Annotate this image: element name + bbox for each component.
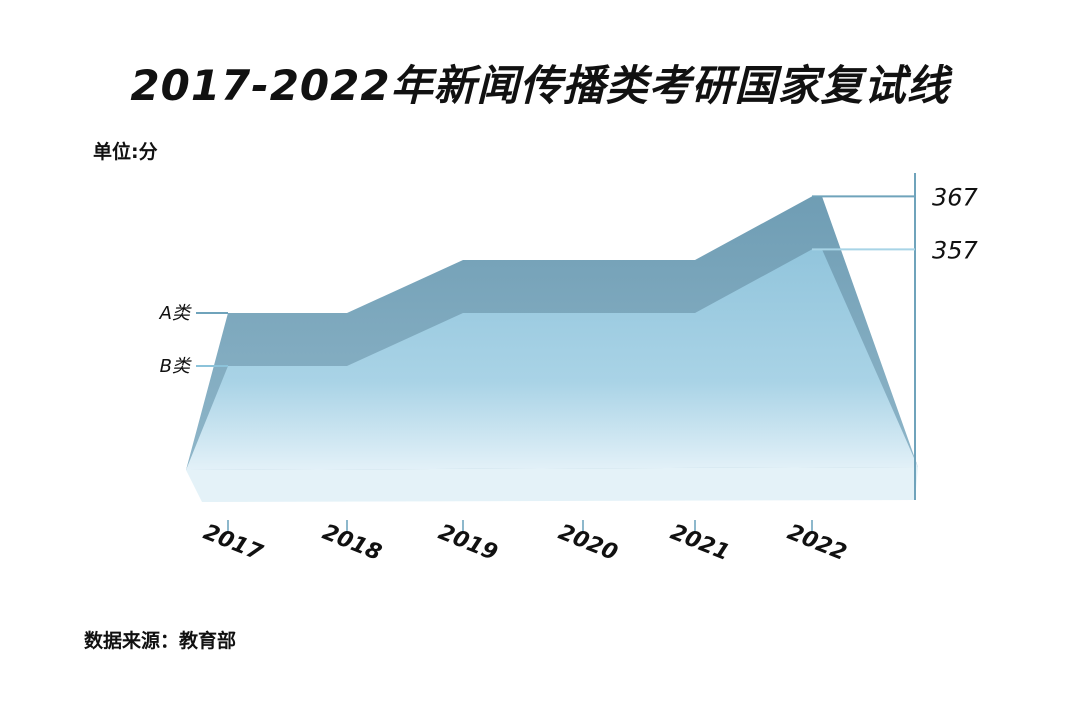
unit-label: 单位:分 bbox=[93, 141, 158, 163]
x-tick-label-2020: 2020 bbox=[555, 520, 621, 566]
value-label-a: 367 bbox=[932, 183, 979, 211]
x-tick-label-2017: 2017 bbox=[200, 520, 267, 566]
x-tick-label-2018: 2018 bbox=[319, 520, 385, 566]
x-tick-label-2022: 2022 bbox=[784, 520, 850, 566]
x-tick-label-2021: 2021 bbox=[667, 520, 733, 566]
value-label-b: 357 bbox=[932, 236, 979, 264]
chart-title: 2017-2022年新闻传播类考研国家复试线 bbox=[130, 61, 950, 110]
base-shadow bbox=[186, 467, 918, 502]
series-label-a: A类 bbox=[159, 303, 192, 324]
series-label-b: B类 bbox=[160, 356, 192, 377]
source-label: 数据来源：教育部 bbox=[84, 630, 237, 652]
area-series-b bbox=[186, 249, 918, 470]
x-tick-label-2019: 2019 bbox=[435, 520, 501, 566]
